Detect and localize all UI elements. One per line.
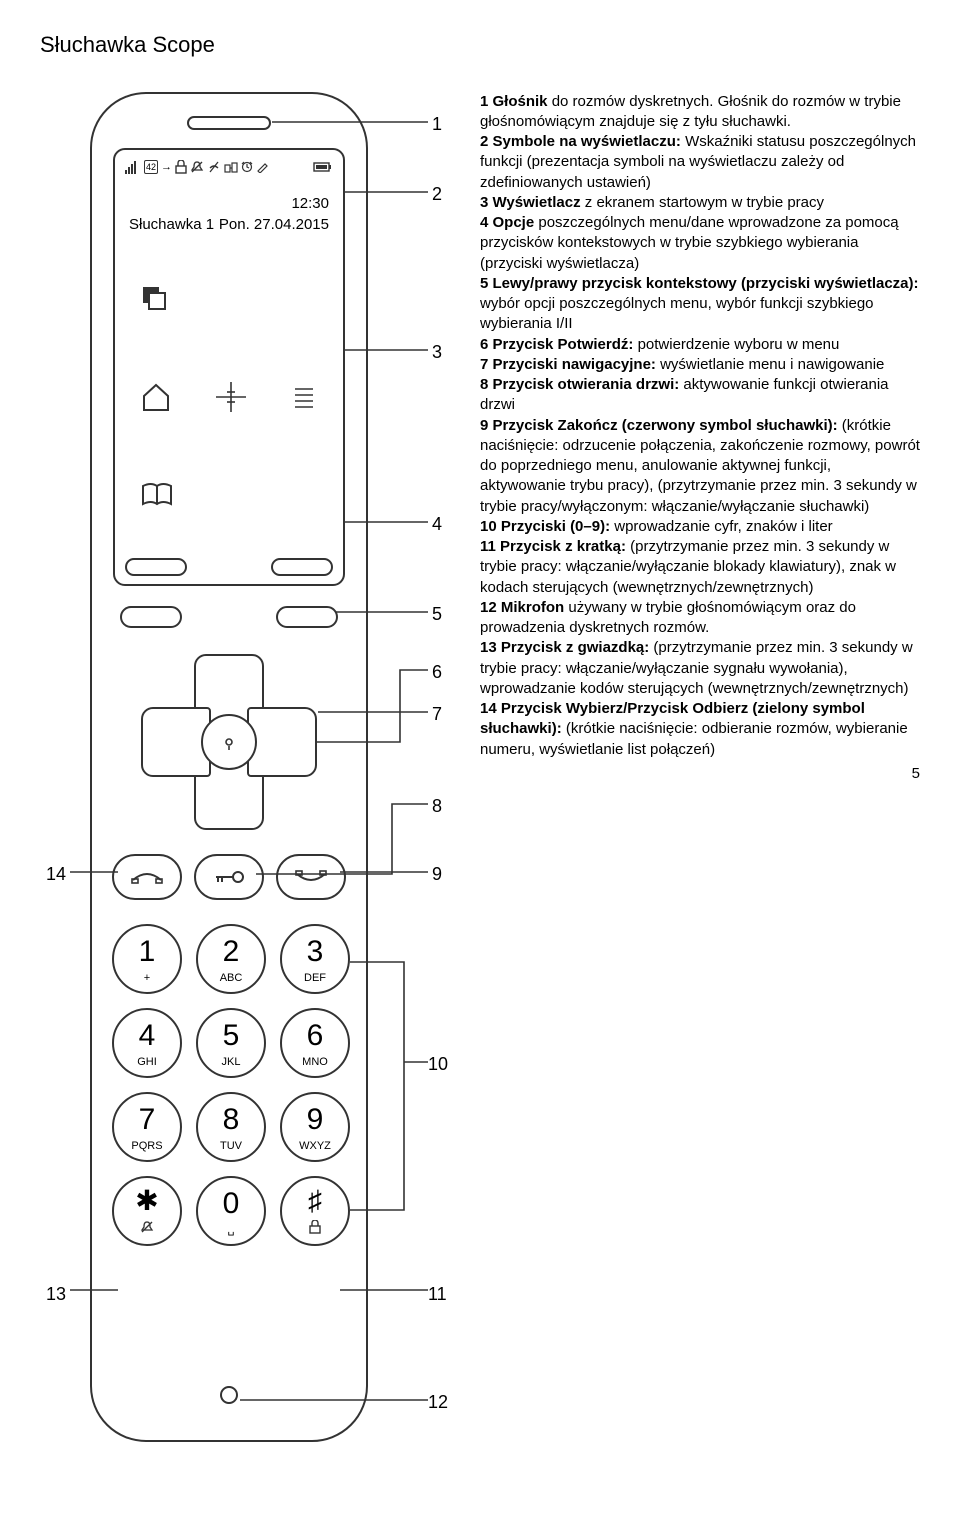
key-7[interactable]: 7PQRS — [112, 1092, 182, 1162]
alarm-icon — [241, 161, 253, 173]
legend-9-title: 9 Przycisk Zakończ (czerwony symbol słuc… — [480, 417, 838, 434]
key-5[interactable]: 5JKL — [196, 1008, 266, 1078]
page-number: 5 — [912, 764, 920, 784]
book-icon — [139, 480, 175, 510]
home-icon — [139, 380, 173, 414]
nav-right[interactable] — [247, 707, 317, 777]
key-hash[interactable]: ♯ — [280, 1176, 350, 1246]
pencil-icon — [256, 161, 268, 173]
hangup-button[interactable] — [276, 854, 346, 900]
callout-6: 6 — [432, 660, 442, 684]
list-icon — [289, 382, 319, 412]
key-star[interactable]: ✱ — [112, 1176, 182, 1246]
callout-11: 11 — [428, 1282, 447, 1306]
target-icon — [214, 380, 248, 414]
legend-12-title: 12 Mikrofon — [480, 599, 564, 616]
bell-mute-icon — [190, 160, 204, 174]
bell-mute-small-icon — [140, 1220, 154, 1239]
softkey-left[interactable] — [120, 606, 182, 628]
phone-outline: 42 → 12:30 Słuchawka 1 Pon. 27.04.2015 — [90, 92, 368, 1442]
key-3[interactable]: 3DEF — [280, 924, 350, 994]
mic-hole — [220, 1386, 238, 1404]
lock-small-icon — [309, 1220, 321, 1239]
mute-icon — [207, 160, 221, 174]
callout-1: 1 — [432, 112, 442, 136]
status-icons-left: 42 → — [125, 160, 268, 175]
legend-3-title: 3 Wyświetlacz — [480, 194, 581, 211]
key-6[interactable]: 6MNO — [280, 1008, 350, 1078]
callout-7: 7 — [432, 702, 442, 726]
legend-8-title: 8 Przycisk otwierania drzwi: — [480, 376, 679, 393]
screen: 42 → 12:30 Słuchawka 1 Pon. 27.04.2015 — [113, 148, 345, 586]
pickup-icon — [130, 868, 164, 886]
key-9[interactable]: 9WXYZ — [280, 1092, 350, 1162]
battery-icon — [313, 161, 333, 173]
signal-icon — [125, 160, 141, 174]
hangup-icon — [294, 868, 328, 886]
nav-confirm[interactable] — [201, 714, 257, 770]
page-title: Słuchawka Scope — [40, 30, 920, 60]
key-0[interactable]: 0␣ — [196, 1176, 266, 1246]
status-bar: 42 → — [125, 160, 333, 175]
door-key-icon — [212, 867, 246, 887]
door-button[interactable] — [194, 854, 264, 900]
nav-cluster — [141, 654, 317, 830]
softlabel-right — [271, 558, 333, 576]
legend-11-title: 11 Przycisk z kratką: — [480, 538, 626, 555]
confirm-glyph-icon — [220, 733, 238, 751]
legend-6-title: 6 Przycisk Potwierdź: — [480, 336, 633, 353]
legend-2-title: 2 Symbole na wyświetlaczu: — [480, 133, 681, 150]
keypad: 1+ 2ABC 3DEF 4GHI 5JKL 6MNO 7PQRS 8TUV 9… — [92, 924, 366, 1246]
signal-badge: 42 — [144, 160, 158, 174]
softkey-right[interactable] — [276, 606, 338, 628]
callout-3: 3 — [432, 340, 442, 364]
legend-4-title: 4 Opcje — [480, 214, 534, 231]
legend-10-title: 10 Przyciski (0–9): — [480, 518, 610, 535]
callout-8: 8 — [432, 794, 442, 818]
pickup-button[interactable] — [112, 854, 182, 900]
callout-2: 2 — [432, 182, 442, 206]
callout-14: 14 — [46, 862, 66, 886]
legend-1-title: 1 Głośnik — [480, 93, 548, 110]
tiles-icon — [139, 283, 169, 313]
legend-7-title: 7 Przyciski nawigacyjne: — [480, 356, 656, 373]
phone-diagram: 1 2 3 4 5 6 7 8 9 10 11 12 13 14 — [40, 92, 460, 760]
legend-5-title: 5 Lewy/prawy przycisk kontekstowy (przyc… — [480, 275, 919, 292]
key-8[interactable]: 8TUV — [196, 1092, 266, 1162]
arrow-icon: → — [161, 160, 172, 175]
key-2[interactable]: 2ABC — [196, 924, 266, 994]
callout-5: 5 — [432, 602, 442, 626]
key-1[interactable]: 1+ — [112, 924, 182, 994]
key-4[interactable]: 4GHI — [112, 1008, 182, 1078]
callout-13: 13 — [46, 1282, 66, 1306]
legend-13-title: 13 Przycisk z gwiazdką: — [480, 639, 649, 656]
screen-date: Pon. 27.04.2015 — [219, 215, 329, 235]
callout-4: 4 — [432, 512, 442, 536]
callout-10: 10 — [428, 1052, 448, 1076]
forward-icon — [224, 160, 238, 174]
softlabel-left — [125, 558, 187, 576]
lock-icon — [175, 160, 187, 174]
legend: 1 Głośnik do rozmów dyskretnych. Głośnik… — [480, 92, 920, 760]
callout-9: 9 — [432, 862, 442, 886]
speaker-slot — [187, 116, 271, 130]
screen-time: 12:30 — [291, 194, 329, 214]
callout-12: 12 — [428, 1390, 448, 1414]
handset-label: Słuchawka 1 — [129, 215, 214, 235]
